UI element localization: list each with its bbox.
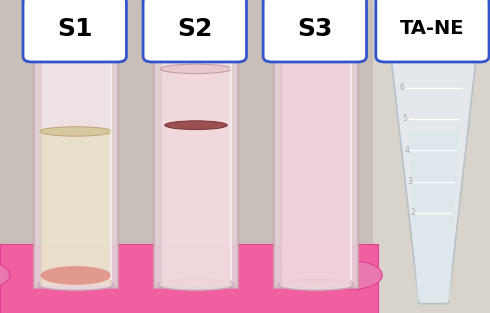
Ellipse shape (387, 16, 480, 28)
Ellipse shape (280, 45, 352, 55)
FancyBboxPatch shape (23, 0, 126, 62)
Bar (40, 128, 112, 285)
Ellipse shape (40, 127, 112, 136)
Ellipse shape (0, 261, 10, 289)
Bar (274, 38, 282, 288)
Bar (0, 244, 378, 313)
Bar (34, 38, 118, 288)
Bar (34, 38, 42, 288)
Ellipse shape (38, 260, 114, 290)
Bar (350, 38, 358, 288)
Text: S3: S3 (297, 17, 333, 41)
Text: S2: S2 (177, 17, 213, 41)
Ellipse shape (158, 279, 234, 290)
Text: 3: 3 (407, 177, 412, 186)
Ellipse shape (323, 261, 382, 289)
Polygon shape (408, 131, 459, 300)
Text: S1: S1 (57, 17, 93, 41)
Bar (373, 0, 490, 313)
Bar (230, 38, 238, 288)
FancyBboxPatch shape (263, 0, 367, 62)
Ellipse shape (41, 266, 111, 285)
Text: 2: 2 (410, 208, 415, 217)
Polygon shape (387, 22, 480, 304)
Bar (274, 38, 358, 288)
Ellipse shape (160, 64, 232, 74)
Ellipse shape (274, 31, 358, 45)
FancyBboxPatch shape (376, 0, 489, 62)
Text: 4: 4 (405, 146, 410, 155)
Ellipse shape (165, 121, 227, 130)
Ellipse shape (278, 279, 354, 290)
Ellipse shape (158, 260, 234, 290)
Bar (0, 0, 373, 313)
Ellipse shape (278, 260, 354, 290)
Text: 5: 5 (402, 115, 407, 123)
Bar (110, 38, 118, 288)
Bar (154, 38, 162, 288)
Text: 6: 6 (399, 83, 404, 92)
Bar (160, 66, 232, 285)
Ellipse shape (38, 279, 114, 290)
Ellipse shape (34, 31, 118, 45)
Ellipse shape (154, 31, 238, 45)
Text: TA-NE: TA-NE (400, 19, 465, 38)
FancyBboxPatch shape (143, 0, 246, 62)
Bar (280, 47, 352, 285)
Bar (154, 38, 238, 288)
